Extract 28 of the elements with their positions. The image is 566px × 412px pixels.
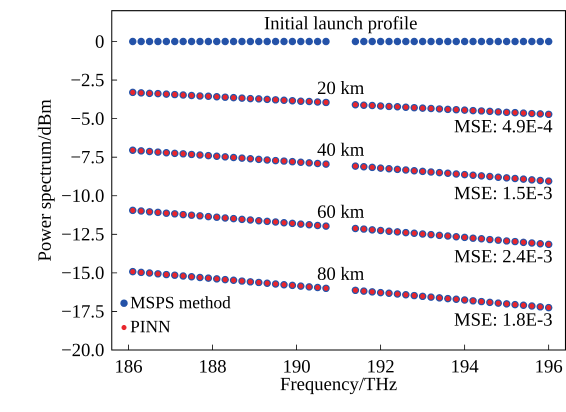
annotation: MSE: 1.8E-3 <box>454 313 552 326</box>
y-tick-label: −20.0 <box>62 344 104 356</box>
annotation: MSE: 1.5E-3 <box>454 186 552 200</box>
y-tick-label: −15.0 <box>62 266 104 280</box>
annotation: 40 km <box>317 142 364 156</box>
legend-label: PINN <box>130 320 170 332</box>
x-tick-label: 194 <box>452 360 478 373</box>
annotation: MSE: 4.9E-4 <box>454 120 552 133</box>
annotation: Initial launch profile <box>264 16 417 34</box>
y-tick-label: −10.0 <box>62 189 104 202</box>
legend-label: MSPS method <box>130 296 231 308</box>
x-tick-label: 196 <box>536 360 562 373</box>
y-tick-label: 0 <box>96 35 104 48</box>
annotation: MSE: 2.4E-3 <box>454 250 552 263</box>
y-tick-label: −7.5 <box>71 150 104 164</box>
y-tick-label: −17.5 <box>62 305 104 318</box>
annotation: 80 km <box>318 266 364 280</box>
annotation: 60 km <box>318 204 364 218</box>
x-tick-label: 188 <box>200 360 226 373</box>
x-tick-label: 186 <box>116 360 142 373</box>
y-axis-title: Power spectrum/dBm <box>38 99 55 261</box>
y-tick-label: −5.0 <box>71 112 104 125</box>
annotation: 20 km <box>318 81 364 94</box>
y-tick-label: −2.5 <box>71 74 104 86</box>
x-tick-label: 190 <box>284 360 310 373</box>
x-axis-title: Frequency/THz <box>280 378 397 394</box>
x-tick-label: 192 <box>368 360 394 373</box>
y-tick-label: −12.5 <box>62 228 104 241</box>
